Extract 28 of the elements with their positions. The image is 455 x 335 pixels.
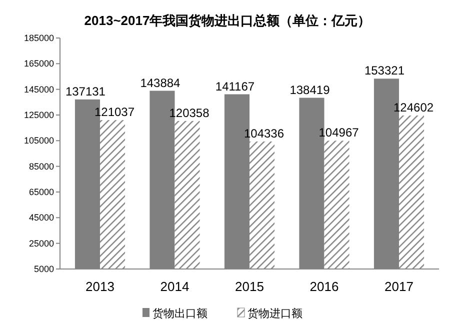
y-tick-label: 165000 (24, 58, 54, 69)
data-label: 143884 (140, 76, 181, 90)
data-label: 141167 (215, 79, 255, 94)
data-label: 104967 (318, 126, 360, 140)
y-tick-label: 25000 (28, 238, 54, 248)
data-label: 120358 (169, 106, 210, 120)
y-tick-label: 145000 (24, 84, 54, 94)
x-tick-label: 2014 (160, 279, 190, 294)
y-tick-label: 125000 (24, 110, 54, 120)
x-tick-label: 2013 (86, 279, 114, 294)
data-label: 104336 (244, 126, 284, 141)
y-tick-label: 85000 (28, 161, 54, 172)
y-tick-label: 45000 (28, 212, 54, 223)
data-label: 124602 (394, 100, 434, 115)
x-tick-label: 2016 (310, 279, 339, 294)
chart-title: 2013~2017年我国货物进出口总额（单位：亿元） (84, 13, 371, 28)
data-label: 153321 (364, 64, 405, 78)
y-tick-label: 185000 (24, 33, 54, 43)
x-tick-label: 2015 (235, 279, 264, 294)
data-label: 138419 (290, 82, 330, 97)
legend-label: 货物出口额 (152, 307, 208, 320)
y-tick-label: 65000 (28, 187, 54, 197)
legend-label: 货物进口额 (248, 307, 302, 320)
y-tick-label: 5000 (34, 264, 54, 274)
x-tick-label: 2017 (384, 279, 414, 294)
data-label: 121037 (94, 105, 135, 120)
y-tick-label: 105000 (24, 136, 54, 146)
data-label: 137131 (65, 84, 106, 98)
